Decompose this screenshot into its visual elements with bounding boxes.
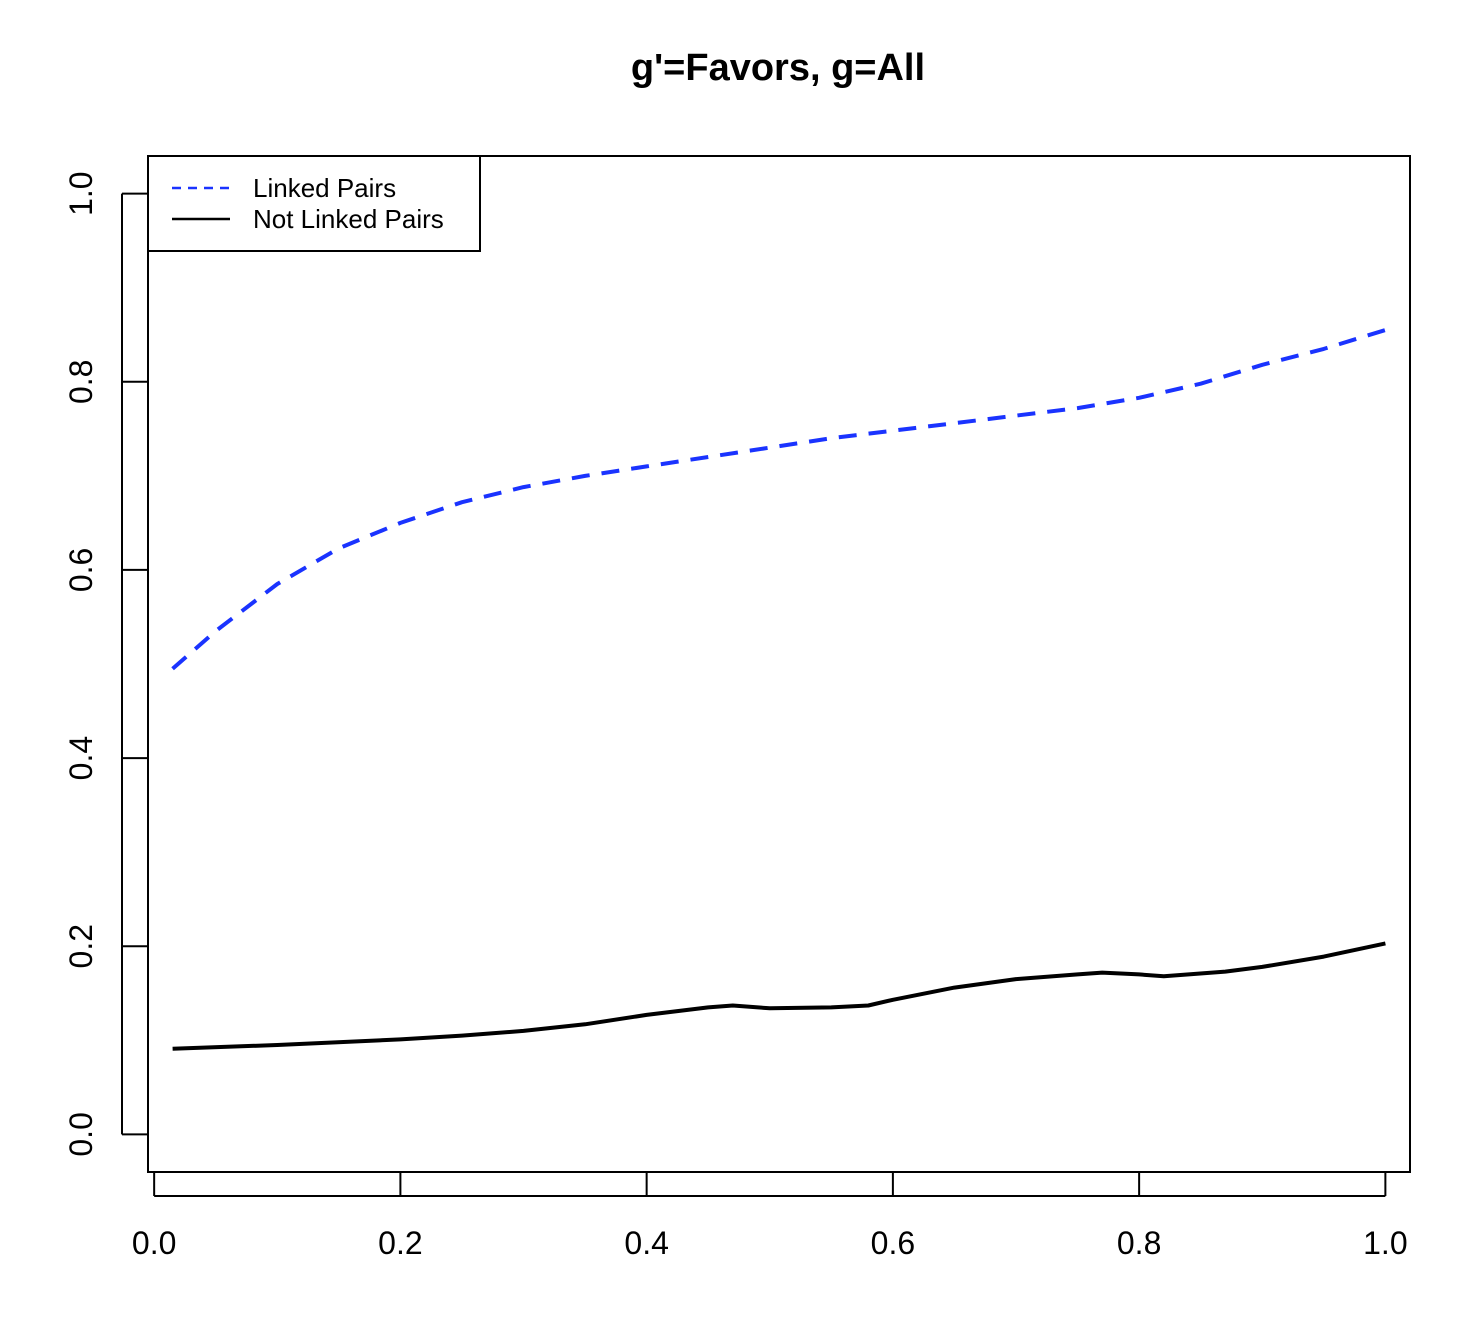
- x-tick-label: 0.6: [871, 1225, 915, 1261]
- x-tick-label: 0.2: [378, 1225, 422, 1261]
- series-line-linked-pairs: [171, 328, 1386, 671]
- y-tick-label: 0.2: [63, 924, 99, 968]
- series-layer: [171, 328, 1386, 1051]
- legend-box: [147, 155, 481, 252]
- y-tick-label: 0.8: [63, 360, 99, 404]
- x-tick-label: 1.0: [1363, 1225, 1407, 1261]
- plot-frame: [147, 155, 1411, 1173]
- x-tick-label: 0.8: [1117, 1225, 1161, 1261]
- chart-title: g'=Favors, g=All: [631, 47, 925, 89]
- legend-label-linked-pairs: Linked Pairs: [253, 173, 396, 203]
- legend: Linked Pairs Not Linked Pairs: [147, 155, 481, 252]
- y-tick-label: 0.0: [63, 1112, 99, 1156]
- y-axis: 0.0 0.2 0.4 0.6 0.8 1.0: [63, 171, 148, 1157]
- x-tick-label: 0.0: [132, 1225, 176, 1261]
- y-tick-label: 0.4: [63, 736, 99, 780]
- y-tick-label: 0.6: [63, 548, 99, 592]
- x-tick-label: 0.4: [624, 1225, 668, 1261]
- series-line-not-linked-pairs: [172, 941, 1386, 1051]
- x-axis: 0.0 0.2 0.4 0.6 0.8 1.0: [132, 1172, 1408, 1261]
- y-tick-label: 1.0: [63, 171, 99, 215]
- legend-label-not-linked-pairs: Not Linked Pairs: [253, 204, 444, 234]
